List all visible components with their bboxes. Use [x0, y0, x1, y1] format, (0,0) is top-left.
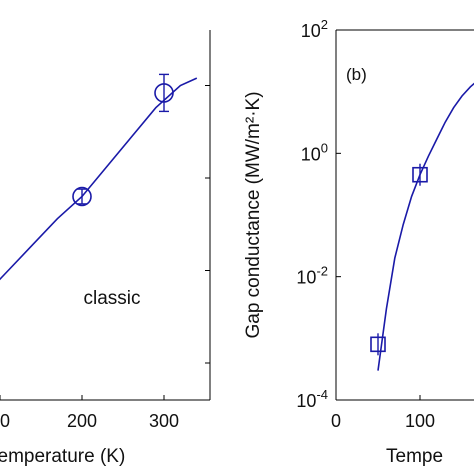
panel-b-x-tick-label: 0 [331, 411, 341, 431]
panel-a-x-tick-label: 00 [0, 411, 10, 431]
panel-a-annotation: classic [83, 288, 140, 309]
panel-b: 0 100 102 100 10-2 10-4 (b) Gap conductance (… [243, 17, 474, 467]
panel-b-fit-line [377, 82, 474, 371]
panel-b-label: (b) [346, 65, 367, 84]
panel-a: 00 200 300 classic Temperature (K) [0, 30, 211, 467]
panel-b-y-tick-label: 102 [301, 17, 328, 41]
panel-a-data-point [154, 83, 174, 103]
panel-b-y-tick-label: 10-2 [296, 264, 328, 288]
panel-b-y-tick-label: 100 [301, 140, 328, 164]
panel-a-x-tick-label: 300 [149, 411, 179, 431]
panel-a-data-point [72, 186, 92, 207]
panel-b-x-tick-label: 100 [405, 411, 435, 431]
panel-a-x-tick-label: 200 [67, 411, 97, 431]
panel-b-y-axis-label: Gap conductance (MW/m²·K) [243, 91, 264, 338]
panel-b-data-point [412, 166, 428, 183]
panel-a-x-axis-label: Temperature (K) [0, 446, 125, 467]
panel-b-data-point [370, 336, 386, 353]
panel-b-x-axis-label: Tempe [386, 446, 443, 467]
panel-b-y-tick-label: 10-4 [296, 387, 328, 411]
